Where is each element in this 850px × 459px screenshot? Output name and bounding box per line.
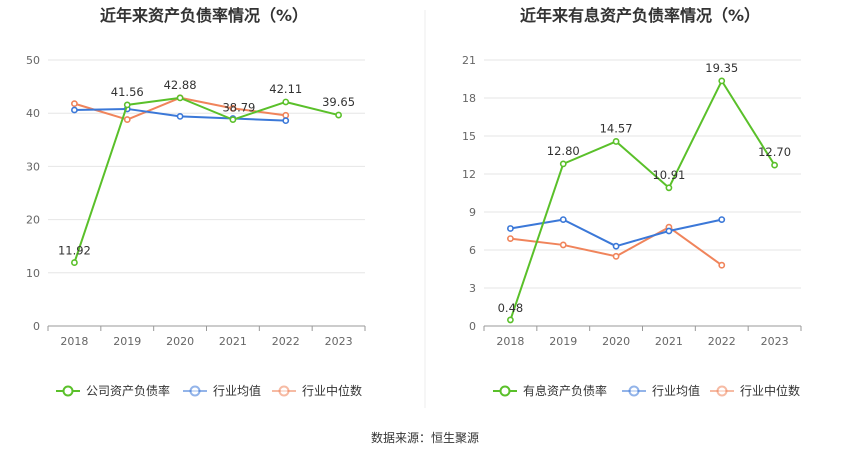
x-tick-label: 2019 — [549, 335, 577, 348]
legend-item[interactable]: 有息资产负债率 — [493, 383, 607, 398]
data-point — [612, 252, 620, 260]
x-tick-label: 2018 — [496, 335, 524, 348]
data-label: 12.80 — [547, 144, 580, 158]
data-point — [718, 77, 726, 85]
data-label: 38.79 — [222, 101, 255, 115]
data-point — [282, 98, 290, 106]
legend-item[interactable]: 行业中位数 — [710, 383, 800, 398]
y-tick-label: 0 — [469, 320, 476, 333]
data-point — [559, 241, 567, 249]
chart-title: 近年来资产负债率情况（%） — [100, 6, 308, 25]
legend-swatch-marker — [628, 385, 640, 397]
data-point — [229, 116, 237, 124]
data-point — [282, 111, 290, 119]
x-tick-label: 2023 — [761, 335, 789, 348]
x-tick-label: 2022 — [272, 335, 300, 348]
data-point — [176, 112, 184, 120]
legend-swatch-marker — [278, 385, 290, 397]
legend-item[interactable]: 行业中位数 — [272, 383, 362, 398]
data-label: 11.92 — [58, 244, 91, 258]
y-tick-label: 9 — [469, 206, 476, 219]
legend-swatch-marker — [716, 385, 728, 397]
legend-label: 行业均值 — [213, 383, 261, 398]
series-line — [73, 96, 339, 263]
x-tick-label: 2022 — [708, 335, 736, 348]
chart-panel-interest-debt-ratio: 近年来有息资产负债率情况（%） 0 3 6 9 12 15 18 21 2018 2019 2020… — [462, 6, 802, 398]
x-tick-label: 2021 — [655, 335, 683, 348]
data-point — [71, 259, 78, 266]
data-label: 0.48 — [498, 301, 524, 315]
data-point — [507, 316, 514, 324]
data-point — [229, 105, 237, 112]
legend-label: 公司资产负债率 — [86, 383, 170, 398]
y-tick-label: 18 — [462, 92, 476, 105]
series-line — [509, 79, 776, 321]
data-label: 14.57 — [600, 121, 633, 135]
x-tick-label: 2018 — [60, 335, 88, 348]
data-label: 41.56 — [111, 85, 144, 99]
y-tick-label: 50 — [26, 54, 40, 67]
legend-swatch-marker — [499, 385, 511, 397]
y-tick-label: 21 — [462, 54, 476, 67]
data-point — [665, 184, 673, 192]
y-tick-label: 0 — [33, 320, 40, 333]
data-point — [123, 101, 131, 109]
x-tick-label: 2020 — [602, 335, 630, 348]
data-label: 39.65 — [322, 95, 355, 109]
legend-item[interactable]: 行业均值 — [622, 383, 700, 398]
data-point — [718, 261, 726, 269]
data-point — [71, 100, 78, 108]
legend-swatch-marker — [189, 385, 201, 397]
legend-label: 有息资产负债率 — [523, 383, 607, 398]
x-tick-label: 2019 — [113, 335, 141, 348]
x-tick-label: 2021 — [219, 335, 247, 348]
chart-panel-debt-ratio: 近年来资产负债率情况（%） 0 10 20 30 40 50 2018 2019 2020 202… — [26, 6, 366, 398]
y-tick-label: 6 — [469, 244, 476, 257]
data-point — [612, 138, 620, 145]
data-point — [771, 161, 778, 169]
data-point — [123, 116, 131, 123]
data-point — [507, 235, 514, 242]
legend-item[interactable]: 公司资产负债率 — [56, 383, 170, 398]
y-tick-label: 40 — [26, 107, 40, 120]
data-point — [282, 117, 290, 125]
legend-label: 行业均值 — [652, 383, 700, 398]
data-point — [612, 242, 620, 250]
data-label: 19.35 — [705, 61, 738, 75]
legend-swatch-marker — [62, 385, 74, 397]
y-tick-label: 30 — [26, 160, 40, 173]
x-tick-label: 2023 — [325, 335, 353, 348]
y-tick-label: 20 — [26, 214, 40, 227]
data-point — [559, 160, 567, 168]
data-point — [665, 227, 673, 235]
data-label: 12.70 — [758, 145, 791, 159]
data-point — [718, 216, 726, 223]
data-label: 42.88 — [164, 78, 197, 92]
legend-label: 行业中位数 — [302, 383, 362, 398]
legend-item[interactable]: 行业均值 — [183, 383, 261, 398]
data-point — [71, 106, 78, 114]
data-point — [176, 94, 184, 102]
legend-label: 行业中位数 — [740, 383, 800, 398]
data-label: 10.91 — [652, 168, 685, 182]
data-source: 数据来源：恒生聚源 — [371, 430, 479, 445]
y-tick-label: 10 — [26, 267, 40, 280]
y-tick-label: 12 — [462, 168, 476, 181]
data-label: 42.11 — [269, 82, 302, 96]
x-tick-label: 2020 — [166, 335, 194, 348]
y-tick-label: 15 — [462, 130, 476, 143]
y-tick-label: 3 — [469, 282, 476, 295]
data-point — [335, 111, 342, 119]
data-point — [507, 225, 514, 232]
data-point — [559, 216, 567, 223]
chart-title: 近年来有息资产负债率情况（%） — [520, 6, 760, 25]
